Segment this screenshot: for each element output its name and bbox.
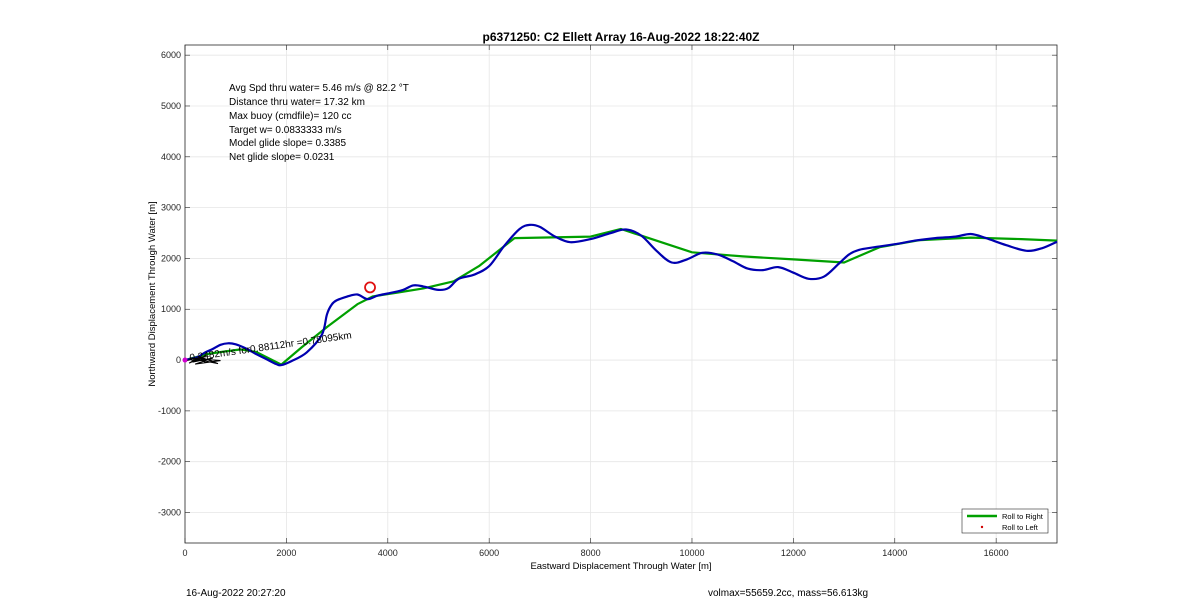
footer-timestamp: 16-Aug-2022 20:27:20 xyxy=(186,588,286,599)
y-tick-label: 0 xyxy=(176,355,181,365)
y-tick-label: -3000 xyxy=(158,508,181,518)
y-tick-label: -1000 xyxy=(158,406,181,416)
x-tick-label: 10000 xyxy=(679,548,704,558)
legend-box xyxy=(961,508,1049,534)
y-tick-label: -2000 xyxy=(158,457,181,467)
model-glide-slope-text: Model glide slope= 0.3385 xyxy=(229,138,346,149)
stats-annotations: Avg Spd thru water= 5.46 m/s @ 82.2 °T D… xyxy=(229,83,409,163)
y-tick-label: 5000 xyxy=(161,101,181,111)
y-tick-label: 3000 xyxy=(161,203,181,213)
x-tick-label: 2000 xyxy=(276,548,296,558)
legend-roll-left-swatch xyxy=(980,525,984,529)
y-axis-label: Northward Displacement Through Water [m] xyxy=(147,201,158,386)
x-tick-label: 12000 xyxy=(781,548,806,558)
x-tick-label: 16000 xyxy=(984,548,1009,558)
net-glide-slope-text: Net glide slope= 0.0231 xyxy=(229,152,335,163)
x-axis-label: Eastward Displacement Through Water [m] xyxy=(530,561,711,572)
y-tick-label: 1000 xyxy=(161,304,181,314)
avg-speed-text: Avg Spd thru water= 5.46 m/s @ 82.2 °T xyxy=(229,83,409,94)
plot-area-frame xyxy=(184,44,1058,544)
max-buoy-text: Max buoy (cmdfile)= 120 cc xyxy=(229,111,352,122)
surface-drift-track xyxy=(184,354,221,365)
x-tick-label: 14000 xyxy=(882,548,907,558)
series-layer xyxy=(184,223,1058,367)
legend-roll-right-label: Roll to Right xyxy=(1002,512,1044,521)
series-line-track xyxy=(184,223,1058,367)
legend: Roll to Right Roll to Left xyxy=(961,508,1049,534)
chart-title: p6371250: C2 Ellett Array 16-Aug-2022 18… xyxy=(482,30,759,44)
footer-volmax-mass: volmax=55659.2cc, mass=56.613kg xyxy=(708,588,869,599)
start-position-marker xyxy=(182,357,188,363)
y-tick-label: 4000 xyxy=(161,152,181,162)
x-tick-label: 0 xyxy=(182,548,187,558)
current-position-marker xyxy=(364,281,376,294)
distance-text: Distance thru water= 17.32 km xyxy=(229,97,365,108)
legend-roll-left-label: Roll to Left xyxy=(1002,523,1039,532)
x-tick-label: 8000 xyxy=(581,548,601,558)
series-line-roll-right xyxy=(184,227,1058,366)
x-tick-label: 6000 xyxy=(479,548,499,558)
markers-layer xyxy=(182,281,376,365)
axis-ticks: 0 2000 4000 6000 8000 10000 12000 14000 16000-30… xyxy=(158,45,1057,558)
grid-lines xyxy=(184,45,1057,543)
x-tick-label: 4000 xyxy=(378,548,398,558)
y-tick-label: 6000 xyxy=(161,50,181,60)
y-tick-label: 2000 xyxy=(161,253,181,263)
target-w-text: Target w= 0.0833333 m/s xyxy=(229,125,342,136)
